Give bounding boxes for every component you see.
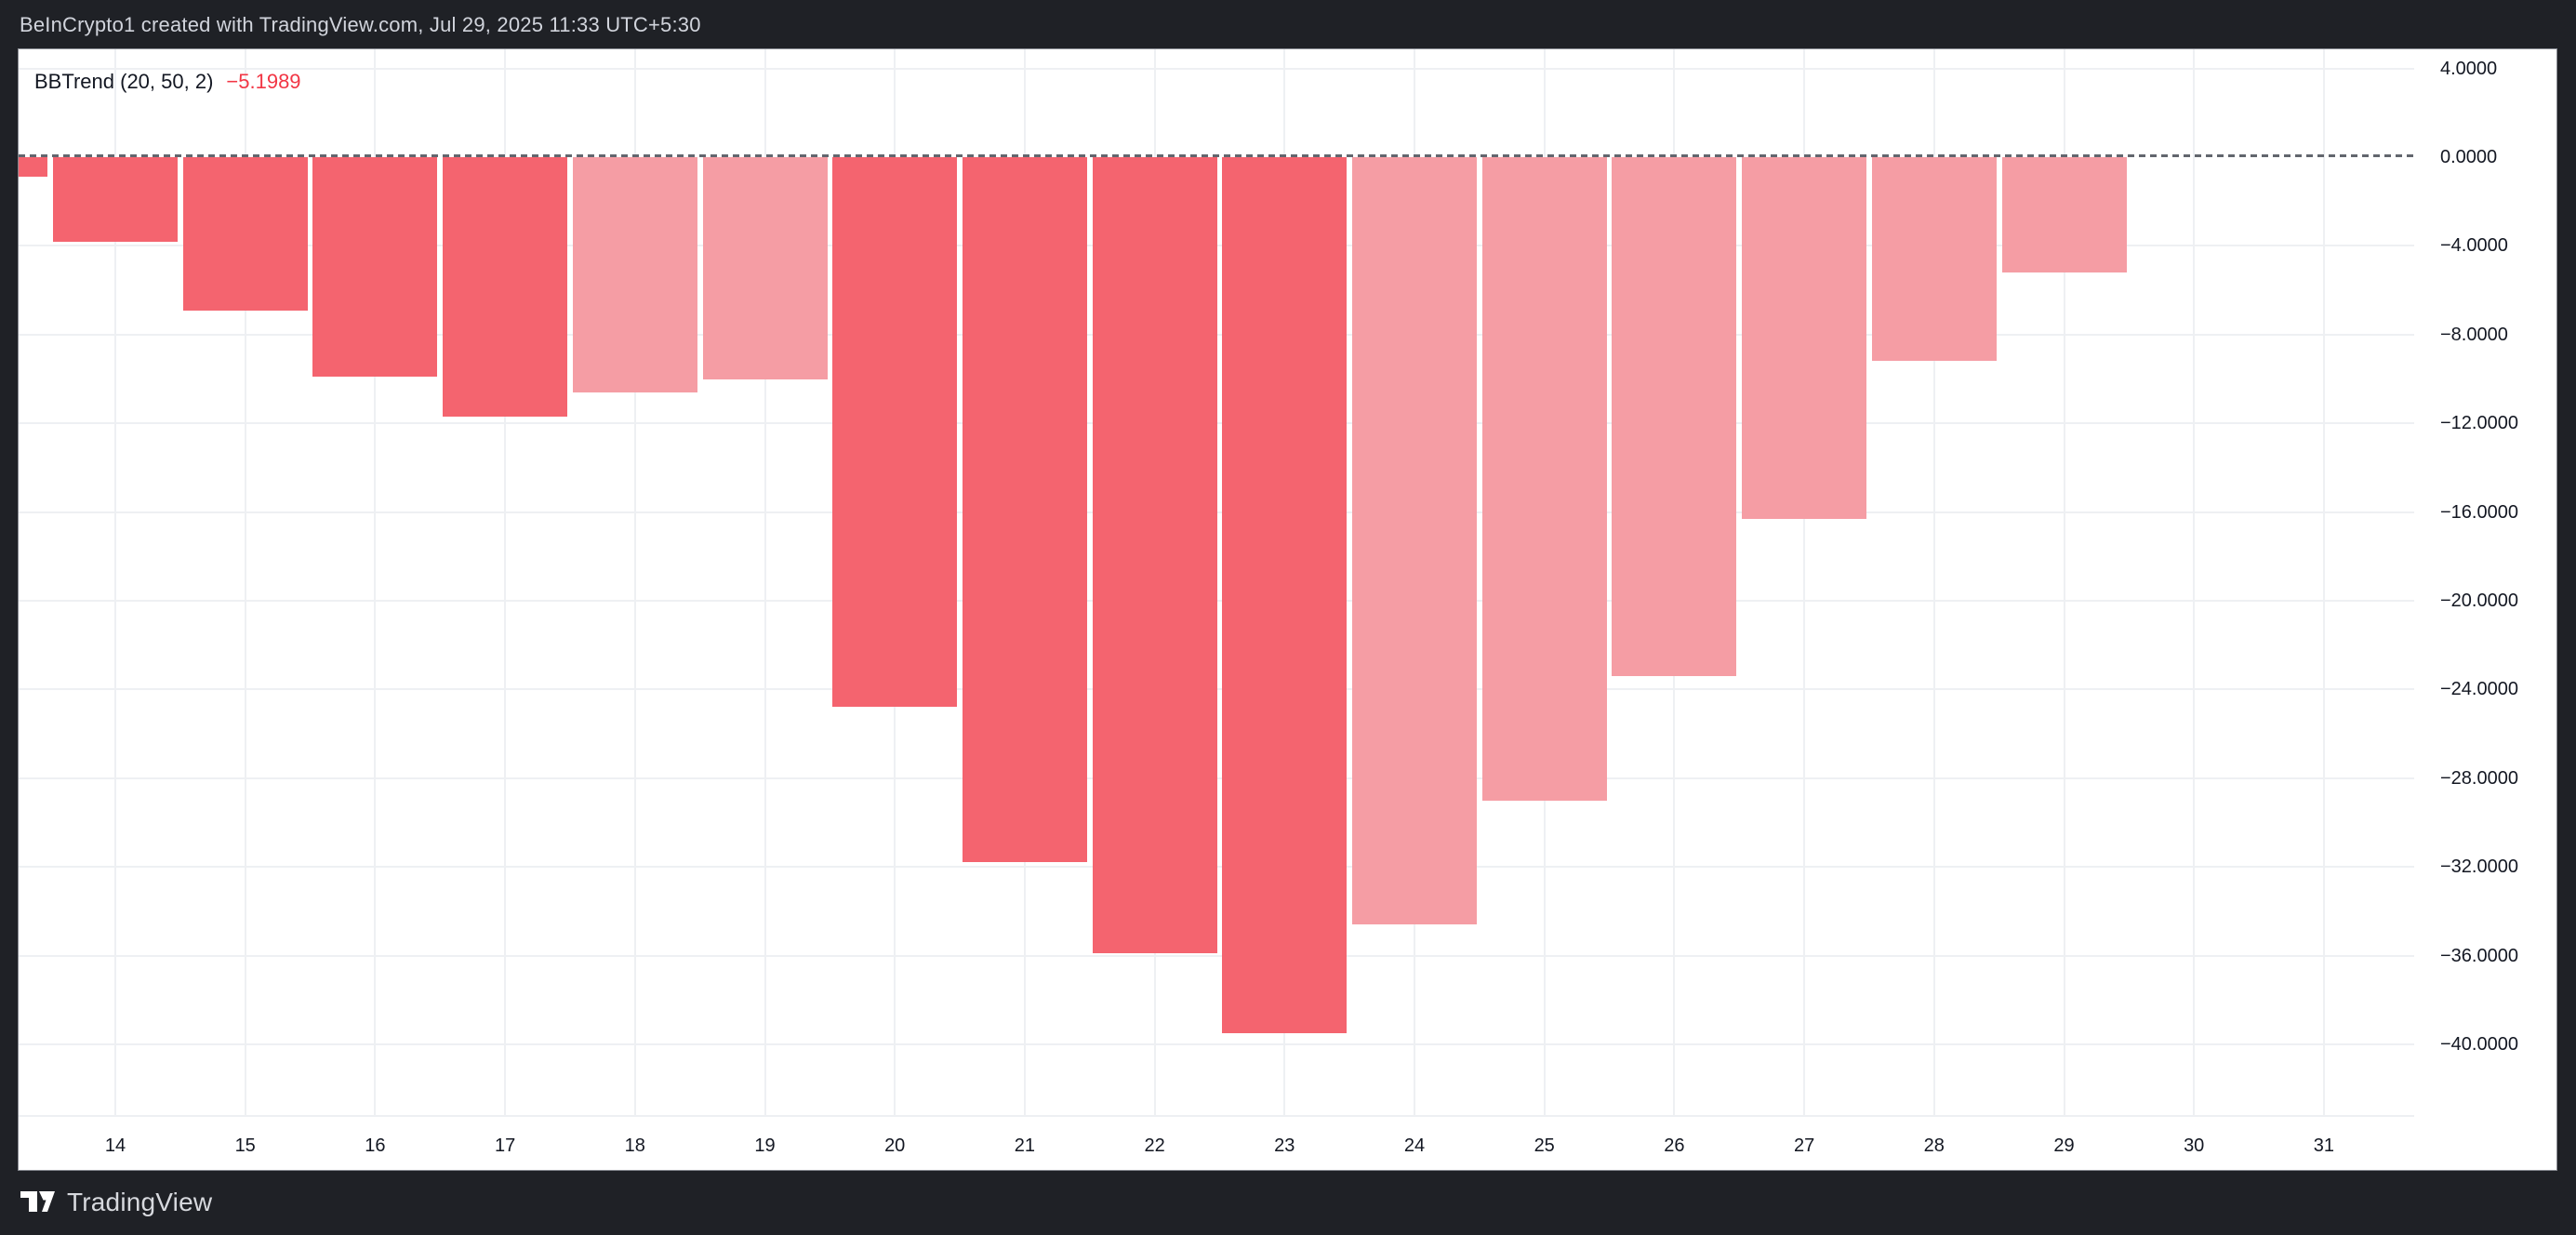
price-axis-label: −20.0000 (2440, 591, 2518, 611)
snapshot-header: BeInCrypto1 created with TradingView.com… (0, 0, 2576, 49)
time-axis-label: 24 (1403, 1135, 1426, 1156)
time-axis-label: 15 (234, 1135, 256, 1156)
price-axis-label: −36.0000 (2440, 945, 2518, 966)
histogram-bar (832, 157, 958, 708)
time-axis-label: 21 (1014, 1135, 1036, 1156)
vertical-gridline (633, 49, 636, 1115)
price-axis-label: −12.0000 (2440, 413, 2518, 434)
histogram-bar (443, 157, 568, 418)
time-axis-label: 19 (754, 1135, 776, 1156)
vertical-gridline (244, 49, 246, 1115)
time-axis-label: 27 (1793, 1135, 1815, 1156)
histogram-bar (312, 157, 438, 378)
price-axis-label: −24.0000 (2440, 679, 2518, 700)
snapshot-footer: TradingView (0, 1170, 2576, 1235)
histogram-bar (1092, 157, 1217, 954)
vertical-gridline (2322, 49, 2325, 1115)
time-axis-label: 22 (1144, 1135, 1165, 1156)
snapshot-title: BeInCrypto1 created with TradingView.com… (20, 12, 701, 36)
tradingview-logo-icon[interactable] (20, 1191, 56, 1214)
time-axis-label: 30 (2184, 1135, 2205, 1156)
plot-bottom-border (19, 1115, 2414, 1117)
price-axis-label: −16.0000 (2440, 501, 2518, 523)
price-axis-label: 4.0000 (2440, 58, 2498, 79)
vertical-gridline (374, 49, 377, 1115)
price-axis[interactable]: 4.0000 0.0000 −4.0000 −8.0000 −12.0000 −16.00… (19, 49, 2556, 1170)
vertical-gridline (1803, 49, 1806, 1115)
histogram-bar (1742, 157, 1867, 519)
time-axis-label: 25 (1534, 1135, 1555, 1156)
time-axis-label: 29 (2053, 1135, 2075, 1156)
vertical-gridline (114, 49, 116, 1115)
indicator-pane: BBTrend (20, 50, 2) −5.1989 4.0000 0.0000… (19, 49, 2556, 1170)
histogram-bar (19, 157, 48, 178)
price-axis-label: −8.0000 (2440, 324, 2508, 345)
time-axis[interactable]: 14 15 16 17 18 19 20 21 22 23 24 25 26 27 28 29 30 31 (19, 49, 2556, 1170)
histogram-bar (702, 157, 828, 379)
vertical-gridline (504, 49, 507, 1115)
vertical-gridline (2193, 49, 2196, 1115)
time-axis-label: 16 (365, 1135, 386, 1156)
histogram-bar (1352, 157, 1477, 925)
time-axis-label: 31 (2313, 1135, 2335, 1156)
price-axis-label: −4.0000 (2440, 235, 2508, 257)
histogram-bar (1871, 157, 1997, 362)
price-axis-label: −32.0000 (2440, 857, 2518, 878)
time-axis-label: 14 (104, 1135, 126, 1156)
time-axis-label: 28 (1923, 1135, 1945, 1156)
histogram-bar (962, 157, 1087, 863)
time-axis-label: 23 (1274, 1135, 1295, 1156)
vertical-gridline (1932, 49, 1935, 1115)
histogram-bar (2001, 157, 2127, 272)
zero-baseline (19, 154, 2414, 157)
time-axis-label: 18 (624, 1135, 645, 1156)
price-axis-label: 0.0000 (2440, 147, 2498, 167)
tradingview-logo-text[interactable]: TradingView (67, 1188, 213, 1216)
indicator-last-value: −5.1989 (226, 70, 301, 93)
time-axis-label: 26 (1664, 1135, 1685, 1156)
histogram-bar (1612, 157, 1737, 677)
vertical-gridline (2063, 49, 2065, 1115)
horizontal-gridline (19, 1043, 2414, 1045)
histogram-bar (1222, 157, 1348, 1034)
indicator-legend[interactable]: BBTrend (20, 50, 2) −5.1989 (34, 70, 301, 94)
price-axis-label: −28.0000 (2440, 767, 2518, 789)
horizontal-gridline (19, 954, 2414, 957)
histogram-bar (53, 157, 178, 242)
vertical-gridline (764, 49, 766, 1115)
price-axis-label: −40.0000 (2440, 1034, 2518, 1055)
time-axis-label: 17 (494, 1135, 516, 1156)
histogram-bar (182, 157, 308, 311)
horizontal-gridline (19, 67, 2414, 70)
histogram-bar (1481, 157, 1607, 801)
time-axis-label: 20 (884, 1135, 906, 1156)
indicator-name: BBTrend (20, 50, 2) (34, 70, 214, 93)
histogram-bar (572, 157, 697, 392)
